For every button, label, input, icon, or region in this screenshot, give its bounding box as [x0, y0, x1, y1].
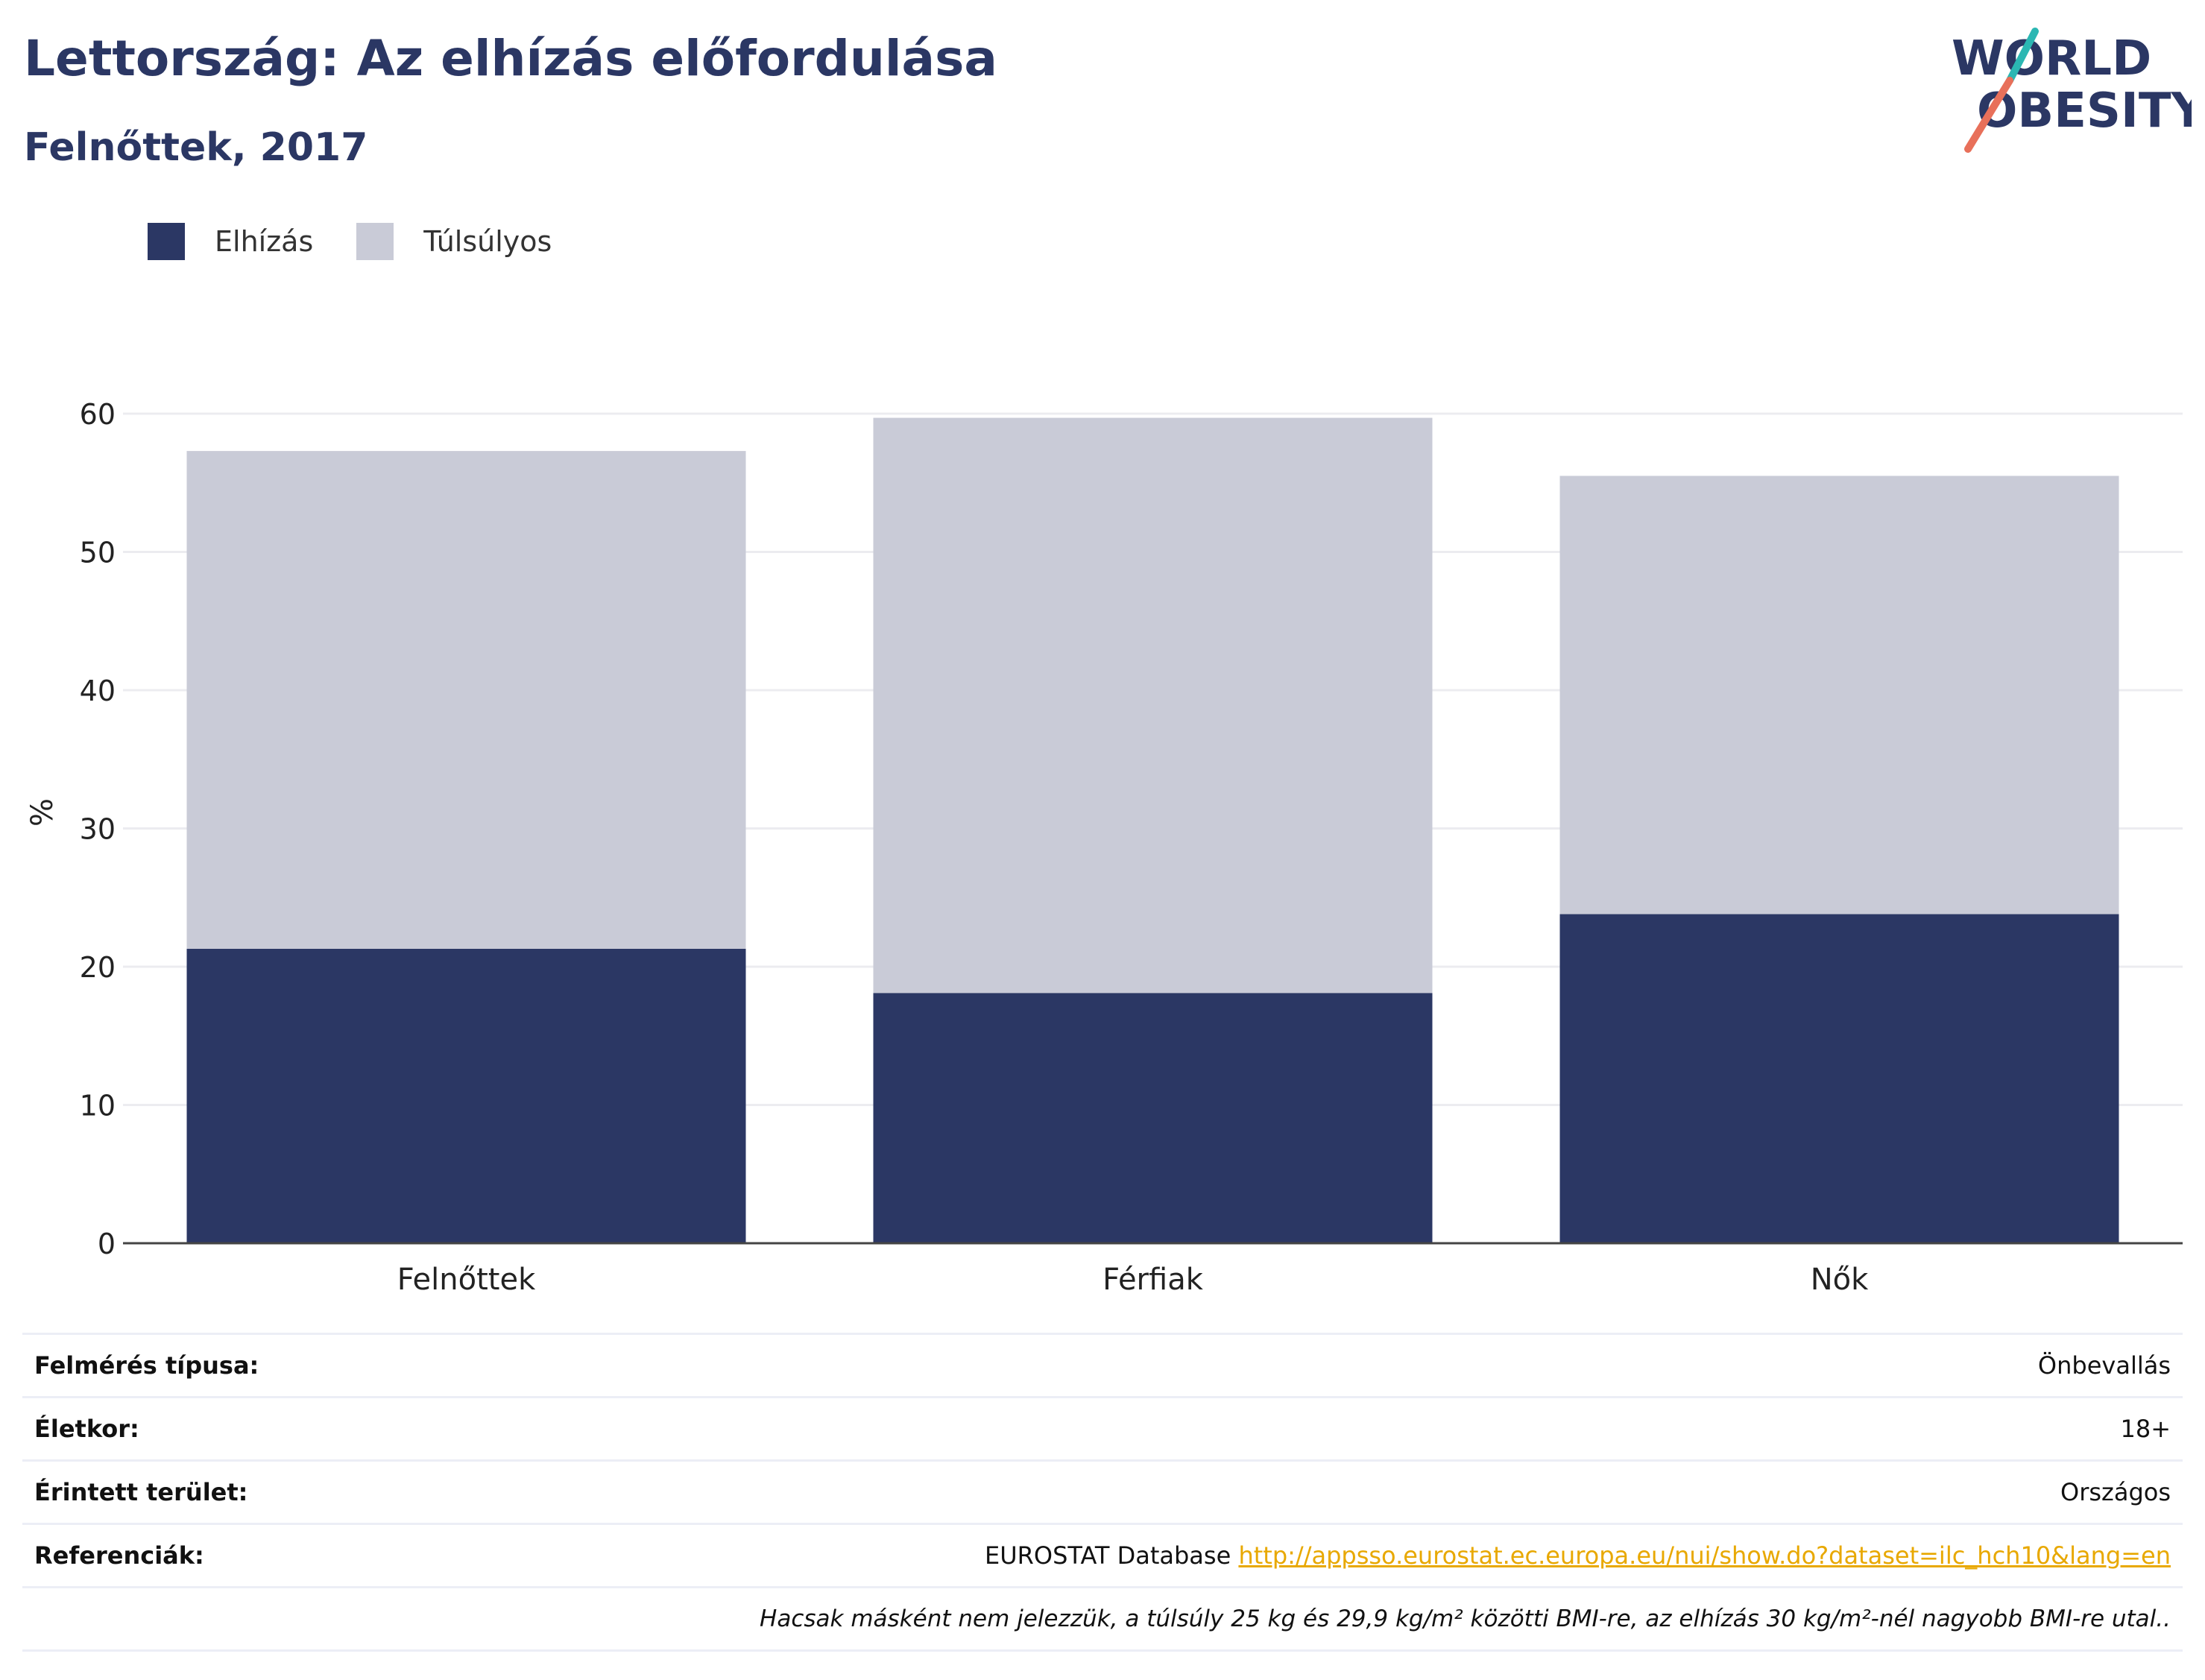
- bar-tulsulyos-0[interactable]: [186, 451, 746, 949]
- bar-elhizas-0[interactable]: [186, 948, 746, 1243]
- bars: [186, 417, 2119, 1243]
- y-tick-label: 0: [98, 1228, 116, 1260]
- y-tick-label: 10: [80, 1090, 116, 1122]
- reference-link[interactable]: http://appsso.eurostat.ec.europa.eu/nui/…: [1238, 1541, 2171, 1570]
- info-row-area: Érintett terület: Országos: [22, 1459, 2183, 1524]
- bar-elhizas-2[interactable]: [1559, 914, 2119, 1243]
- logo-slash-teal: [2006, 28, 2039, 84]
- bar-tulsulyos-1[interactable]: [873, 417, 1433, 994]
- info-row-note: Hacsak másként nem jelezzük, a túlsúly 2…: [22, 1586, 2183, 1652]
- bar-tulsulyos-2[interactable]: [1559, 476, 2119, 915]
- info-value: EUROSTAT Database http://appsso.eurostat…: [390, 1523, 2183, 1588]
- info-label: Felmérés típusa:: [22, 1333, 391, 1398]
- definition-note: Hacsak másként nem jelezzük, a túlsúly 2…: [22, 1586, 2183, 1652]
- info-value: Országos: [390, 1459, 2183, 1524]
- info-row-survey-type: Felmérés típusa: Önbevallás: [22, 1333, 2183, 1398]
- logo-word-obesity: OBESITY: [1977, 83, 2192, 139]
- info-label: Életkor:: [22, 1396, 391, 1461]
- y-tick-label: 50: [80, 537, 116, 569]
- y-tick-label: 20: [80, 951, 116, 984]
- x-tick-label: Felnőttek: [397, 1263, 536, 1297]
- info-label: Referenciák:: [22, 1523, 391, 1588]
- x-tick-label: Férfiak: [1102, 1263, 1204, 1297]
- info-label: Érintett terület:: [22, 1459, 391, 1524]
- world-obesity-logo: WORLD OBESITY: [1952, 28, 2192, 153]
- bar-elhizas-1[interactable]: [873, 993, 1433, 1243]
- logo-word-world: WORLD: [1952, 31, 2151, 86]
- info-table: Felmérés típusa: Önbevallás Életkor: 18+…: [22, 1333, 2183, 1652]
- reference-source: EUROSTAT Database: [985, 1541, 1231, 1570]
- stacked-bar-chart: 0 10 20 30 40 50 60 Felnőttek Férfiak Nők %: [25, 398, 2183, 1297]
- x-tick-label: Nők: [1811, 1263, 1869, 1297]
- chart-title: Lettország: Az elhízás előfordulása: [24, 30, 997, 87]
- legend-item-tulsulyos[interactable]: Túlsúlyos: [356, 223, 552, 260]
- y-tick-label: 30: [80, 813, 116, 846]
- axes: 0 10 20 30 40 50 60 Felnőttek Férfiak Nők: [80, 398, 2183, 1297]
- chart-subtitle: Felnőttek, 2017: [24, 125, 368, 170]
- legend-swatch-elhizas: [148, 223, 185, 260]
- chart-legend: Elhízás Túlsúlyos: [148, 221, 595, 262]
- legend-label-tulsulyos: Túlsúlyos: [423, 225, 552, 258]
- legend-swatch-tulsulyos: [356, 223, 394, 260]
- legend-label-elhizas: Elhízás: [215, 225, 314, 258]
- info-row-age: Életkor: 18+: [22, 1396, 2183, 1461]
- legend-item-elhizas[interactable]: Elhízás: [148, 223, 313, 260]
- info-value: 18+: [390, 1396, 2183, 1461]
- info-row-references: Referenciák: EUROSTAT Database http://ap…: [22, 1523, 2183, 1588]
- logo-slash-coral: [1964, 77, 2013, 153]
- y-tick-label: 60: [80, 398, 116, 431]
- y-axis-label: %: [25, 798, 60, 827]
- info-value: Önbevallás: [390, 1333, 2183, 1398]
- y-tick-label: 40: [80, 675, 116, 707]
